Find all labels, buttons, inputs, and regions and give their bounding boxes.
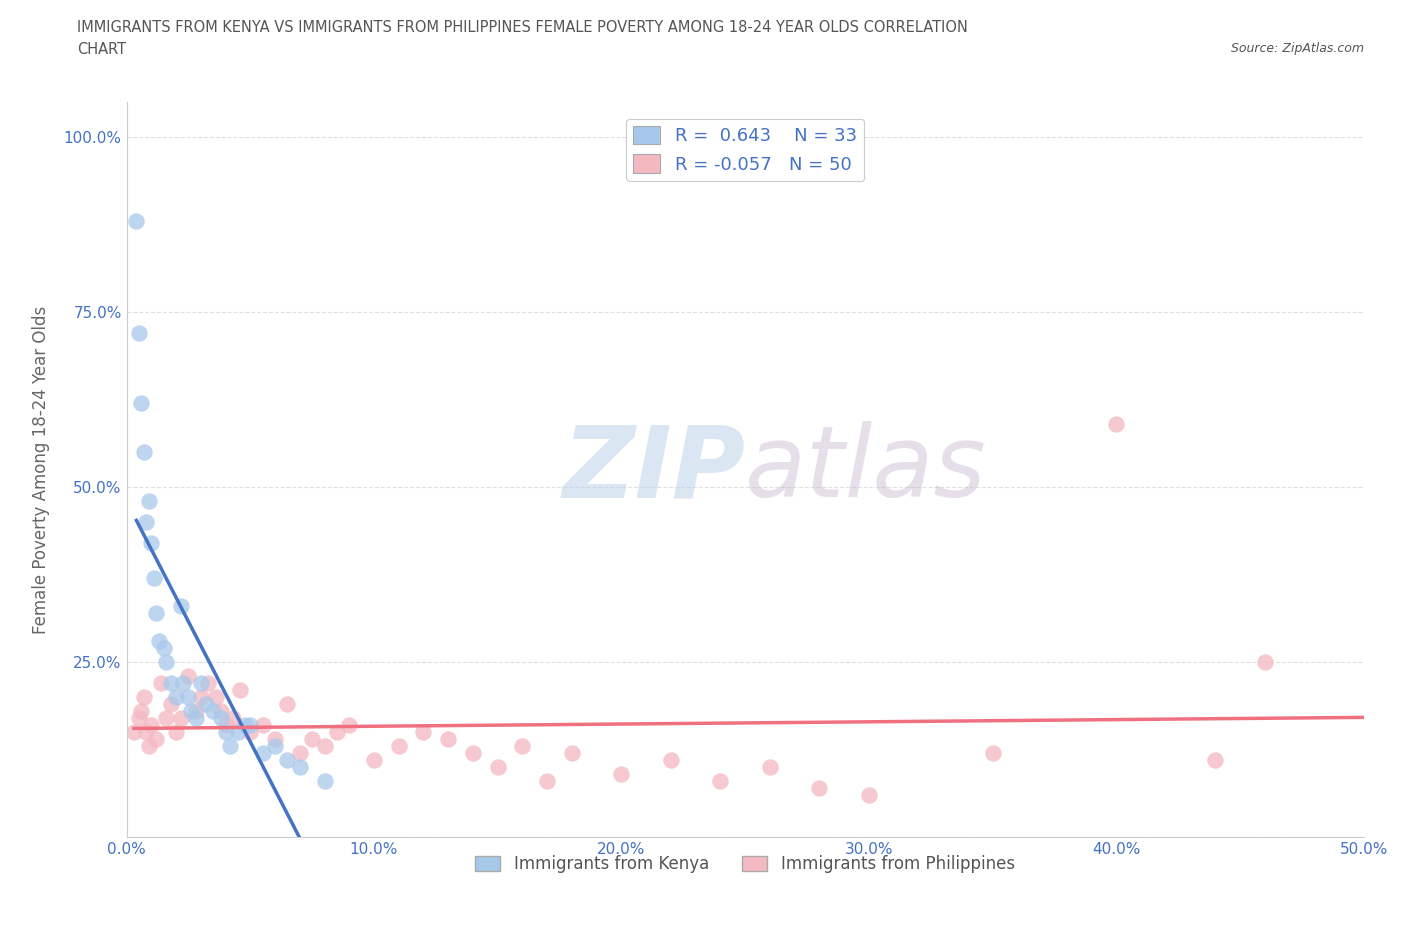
Point (177, 690, 200, 705)
Point (264, 732, 287, 747)
Point (160, 675, 183, 690)
Point (152, 641, 174, 656)
Point (222, 711, 245, 725)
Point (165, 724, 187, 739)
Point (1254, 655, 1277, 670)
Point (160, 697, 183, 711)
Point (239, 724, 262, 739)
Point (172, 675, 194, 690)
Y-axis label: Female Poverty Among 18-24 Year Olds: Female Poverty Among 18-24 Year Olds (32, 306, 49, 633)
Point (252, 718, 274, 733)
Point (759, 760, 782, 775)
Point (326, 724, 349, 739)
Point (122, 724, 145, 739)
Point (148, 633, 170, 648)
Point (561, 746, 583, 761)
Point (184, 704, 207, 719)
Point (314, 774, 336, 789)
Point (190, 690, 212, 705)
Point (276, 697, 298, 711)
Point (138, 738, 160, 753)
Text: IMMIGRANTS FROM KENYA VS IMMIGRANTS FROM PHILIPPINES FEMALE POVERTY AMONG 18-24 : IMMIGRANTS FROM KENYA VS IMMIGRANTS FROM… (77, 20, 969, 35)
Point (170, 711, 193, 725)
Point (214, 718, 236, 733)
Point (214, 724, 236, 739)
Point (132, 690, 155, 705)
Point (226, 724, 249, 739)
Point (1105, 417, 1128, 432)
Point (219, 738, 242, 753)
Point (150, 675, 173, 690)
Point (512, 738, 534, 753)
Point (131, 396, 153, 411)
Point (314, 738, 336, 753)
Point (233, 718, 256, 733)
Point (145, 605, 167, 620)
Point (288, 746, 311, 761)
Point (229, 683, 252, 698)
Point (337, 718, 360, 733)
Point (190, 675, 212, 690)
Point (165, 690, 187, 705)
Point (141, 536, 163, 551)
Text: atlas: atlas (745, 421, 987, 518)
Legend: Immigrants from Kenya, Immigrants from Philippines: Immigrants from Kenya, Immigrants from P… (468, 849, 1022, 880)
Point (209, 711, 232, 725)
Text: Source: ZipAtlas.com: Source: ZipAtlas.com (1230, 42, 1364, 55)
Point (184, 711, 207, 725)
Point (177, 669, 200, 684)
Point (155, 711, 177, 725)
Point (536, 774, 558, 789)
Point (610, 766, 633, 781)
Point (138, 494, 160, 509)
Point (135, 724, 157, 739)
Point (204, 690, 226, 705)
Point (709, 774, 731, 789)
Point (194, 697, 217, 711)
Point (363, 752, 385, 767)
Point (858, 788, 880, 803)
Point (132, 445, 155, 459)
Point (202, 704, 225, 719)
Point (197, 675, 219, 690)
Point (135, 514, 157, 529)
Point (461, 746, 484, 761)
Point (209, 704, 232, 719)
Point (145, 732, 167, 747)
Point (437, 732, 460, 747)
Point (659, 752, 682, 767)
Point (131, 704, 153, 719)
Point (1204, 752, 1226, 767)
Point (264, 738, 287, 753)
Point (388, 738, 411, 753)
Point (486, 760, 509, 775)
Point (125, 214, 148, 229)
Point (276, 752, 298, 767)
Point (808, 780, 831, 795)
Point (128, 711, 150, 725)
Point (170, 599, 193, 614)
Point (239, 718, 262, 733)
Point (252, 746, 274, 761)
Point (180, 704, 202, 719)
Point (981, 746, 1004, 761)
Point (141, 718, 163, 733)
Point (301, 732, 323, 747)
Text: ZIP: ZIP (562, 421, 745, 518)
Text: CHART: CHART (77, 42, 127, 57)
Point (155, 655, 177, 670)
Point (142, 571, 165, 586)
Point (128, 326, 150, 340)
Point (288, 760, 311, 775)
Point (412, 724, 434, 739)
